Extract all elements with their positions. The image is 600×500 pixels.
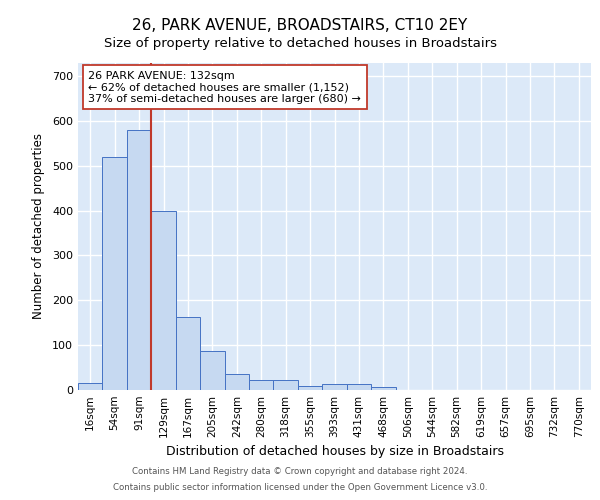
Bar (224, 374, 249, 390)
Bar (249, 380, 274, 390)
Text: Contains public sector information licensed under the Open Government Licence v3: Contains public sector information licen… (113, 484, 487, 492)
Text: 26, PARK AVENUE, BROADSTAIRS, CT10 2EY: 26, PARK AVENUE, BROADSTAIRS, CT10 2EY (133, 18, 467, 32)
X-axis label: Distribution of detached houses by size in Broadstairs: Distribution of detached houses by size … (166, 446, 503, 458)
Bar (103, 156, 127, 390)
Bar (200, 350, 224, 390)
Bar (298, 386, 322, 390)
Bar (176, 317, 200, 390)
Y-axis label: Number of detached properties: Number of detached properties (32, 133, 45, 320)
Bar (322, 384, 347, 390)
Bar (371, 388, 395, 390)
Bar (347, 384, 371, 390)
Text: 26 PARK AVENUE: 132sqm
← 62% of detached houses are smaller (1,152)
37% of semi-: 26 PARK AVENUE: 132sqm ← 62% of detached… (88, 70, 361, 104)
Bar (274, 380, 298, 390)
Bar (151, 210, 176, 390)
Text: Contains HM Land Registry data © Crown copyright and database right 2024.: Contains HM Land Registry data © Crown c… (132, 467, 468, 476)
Text: Size of property relative to detached houses in Broadstairs: Size of property relative to detached ho… (104, 38, 497, 51)
Bar (127, 130, 151, 390)
Bar (78, 384, 103, 390)
